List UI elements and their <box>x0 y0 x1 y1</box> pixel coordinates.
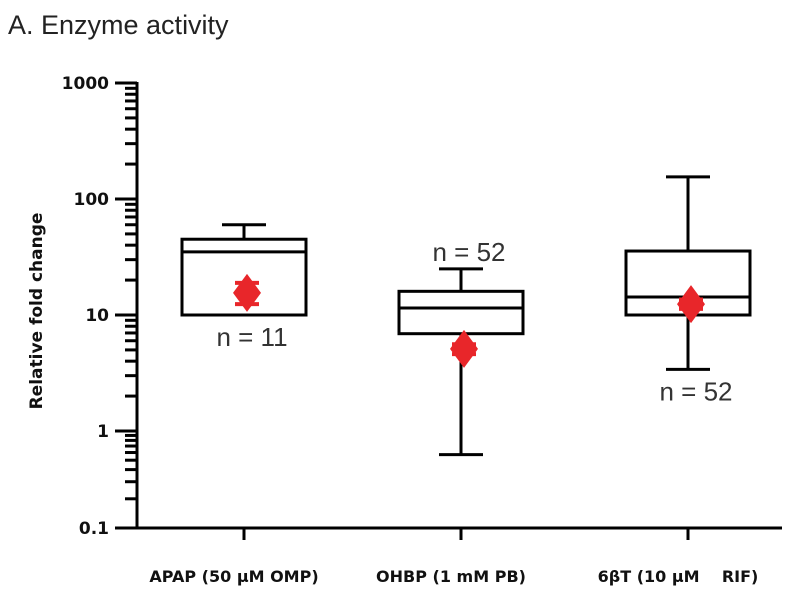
marks: n = 11 n = 52 n = 52 <box>180 175 752 457</box>
box-2: n = 52 <box>624 175 752 406</box>
y-tick-label: 1000 <box>62 74 109 94</box>
y-tick-label: 10 <box>85 306 109 326</box>
x-tick-label: APAP (50 µM OMP) <box>149 567 318 586</box>
y-tick-label: 1 <box>97 422 109 442</box>
box-iqr <box>397 289 525 336</box>
x-tick-label: OHBP (1 mM PB) <box>376 567 526 586</box>
n-label: n = 11 <box>216 322 287 352</box>
x-tick-label: 6βT (10 µM RIF) <box>598 567 759 586</box>
box-0: n = 11 <box>180 223 308 352</box>
axes: 0.1 1 10 100 1000 APAP (50 µM OMP) OHBP (1 mM … <box>62 74 782 586</box>
mean-marker <box>450 329 478 368</box>
box-1: n = 52 <box>397 237 525 457</box>
y-tick-label: 100 <box>74 190 110 210</box>
n-label: n = 52 <box>432 237 505 267</box>
mean-marker <box>677 285 705 324</box>
mean-marker <box>233 273 261 312</box>
chart-title: A. Enzyme activity <box>8 10 229 40</box>
n-label: n = 52 <box>659 376 732 406</box>
y-tick-label: 0.1 <box>79 519 109 539</box>
y-axis-label: Relative fold change <box>27 213 47 410</box>
